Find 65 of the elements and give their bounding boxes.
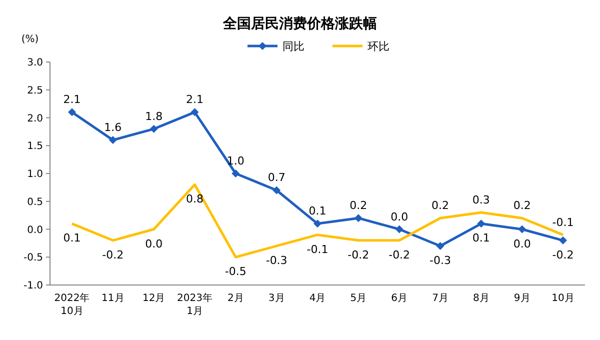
data-label: 0.2 <box>350 199 368 212</box>
y-tick-label: 3.0 <box>27 58 43 68</box>
point <box>314 220 322 228</box>
x-tick-label: 2023年 1月 <box>177 292 212 317</box>
data-label: -0.3 <box>430 254 451 267</box>
x-tick-label: 10月 <box>552 293 574 304</box>
data-label: -0.1 <box>306 242 328 256</box>
data-label: -0.2 <box>552 248 574 262</box>
point <box>232 170 240 178</box>
data-label: 0.2 <box>513 199 531 212</box>
x-tick-label: 6月 <box>391 293 408 304</box>
x-tick-label: 2022年 10月 <box>54 292 90 317</box>
chart-title: 全国居民消费价格涨跌幅 <box>222 16 377 32</box>
x-tick-label: 11月 <box>102 293 124 304</box>
data-label: 0.1 <box>63 232 81 245</box>
data-label: -0.5 <box>224 265 246 278</box>
data-label: 0.8 <box>186 192 204 206</box>
data-label: -0.3 <box>266 254 288 267</box>
legend-label: 同比 <box>282 40 304 53</box>
data-label: -0.2 <box>348 248 370 262</box>
x-tick-label: 2月 <box>227 293 244 304</box>
point <box>559 236 567 244</box>
data-label: 0.0 <box>145 237 163 250</box>
data-label: 0.3 <box>472 194 490 207</box>
point <box>354 214 362 222</box>
point <box>477 220 486 228</box>
data-label: 0.7 <box>268 171 286 184</box>
y-tick-label: 0.0 <box>27 224 43 236</box>
point <box>108 136 117 144</box>
x-tick-label: 5月 <box>350 293 367 304</box>
y-tick-label: 0.5 <box>27 196 43 208</box>
x-tick-label: 8月 <box>472 293 490 304</box>
point <box>150 124 158 133</box>
x-tick-label: 12月 <box>142 293 166 304</box>
point <box>518 225 526 234</box>
point <box>395 225 404 234</box>
y-axis-title: (%) <box>21 34 39 45</box>
data-label: 2.1 <box>63 93 81 106</box>
y-tick-label: -0.5 <box>23 252 43 264</box>
point <box>190 108 199 116</box>
data-label: 1.8 <box>145 110 163 123</box>
point <box>272 186 281 194</box>
data-label: -0.2 <box>388 248 410 262</box>
point <box>436 242 444 250</box>
x-tick-label: 4月 <box>309 293 326 304</box>
y-tick-label: 2.5 <box>27 85 43 96</box>
legend-label: 环比 <box>368 40 390 53</box>
data-label: 0.1 <box>308 204 326 218</box>
data-label: 0.2 <box>432 199 449 212</box>
x-tick-label: 9月 <box>514 293 530 304</box>
data-label: -0.1 <box>552 216 574 229</box>
data-label: -0.2 <box>102 248 124 262</box>
data-label: 2.1 <box>186 93 204 106</box>
y-tick-label: 1.0 <box>27 169 43 180</box>
x-tick-label: 3月 <box>268 293 285 304</box>
y-tick-label: 2.0 <box>27 113 43 124</box>
data-label: 1.6 <box>104 121 122 134</box>
x-tick-label: 7月 <box>432 293 448 304</box>
data-label: 1.0 <box>226 154 244 168</box>
data-label: 0.0 <box>513 237 531 250</box>
point <box>68 108 76 116</box>
data-label: 0.0 <box>390 210 408 224</box>
y-tick-label: -1.0 <box>23 280 43 292</box>
data-label: 0.1 <box>472 232 490 245</box>
y-tick-label: 1.5 <box>27 141 43 152</box>
